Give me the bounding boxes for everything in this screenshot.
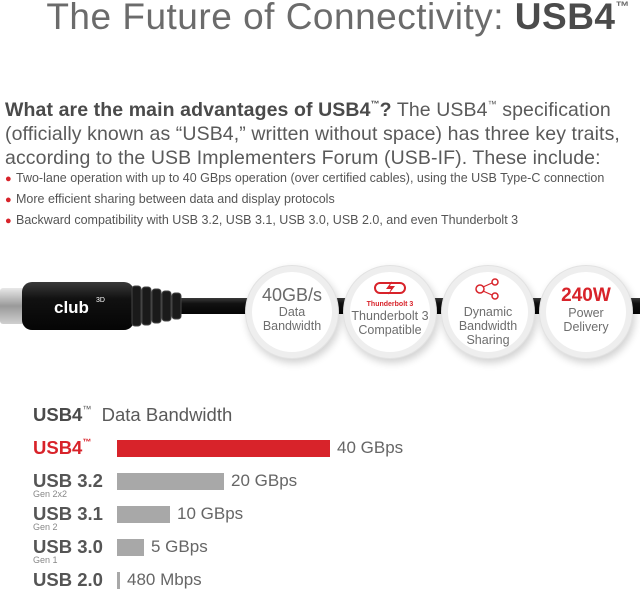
intro-question-text: What are the main advantages of USB4 [5, 99, 371, 121]
badge-data-bandwidth: 40GB/s Data Bandwidth [252, 272, 332, 352]
bullet-item: ● Backward compatibility with USB 3.2, US… [5, 210, 604, 231]
bullet-item: ● Two-lane operation with up to 40 GBps o… [5, 168, 604, 189]
bullet-text: Backward compatibility with USB 3.2, USB… [16, 213, 519, 227]
title-prefix: The Future of Connectivity: [46, 0, 515, 37]
badge-bandwidth-line2: Bandwidth [262, 319, 322, 333]
chart-title-brand: USB4 [33, 404, 83, 425]
intro-question: What are the main advantages of USB4™? [5, 99, 392, 121]
bar-value-label: 5 GBps [151, 537, 208, 556]
club3d-logo: club [54, 298, 89, 317]
badge-power-line1: Power [568, 306, 604, 320]
intro-text-a: The USB4 [391, 99, 488, 121]
bar [117, 539, 144, 556]
bar [117, 572, 120, 589]
bullet-text: More efficient sharing between data and … [16, 192, 335, 206]
bar-value-label: 40 GBps [337, 438, 404, 457]
badge-thunderbolt-line2: Compatible [358, 323, 422, 337]
bar [117, 506, 170, 523]
bullet-dot-icon: ● [5, 194, 12, 206]
bar-category-label: USB 3.2 [33, 470, 103, 491]
bar-category-label: USB 3.0 [33, 536, 103, 557]
badge-bandwidth-value: 40GB/s [261, 285, 323, 305]
badge-power-delivery: 240W Power Delivery [546, 272, 626, 352]
intro-text-b: specification (officially known as “USB4… [5, 99, 620, 169]
bar-category-tm: ™ [82, 437, 92, 447]
badge-bandwidth-line1: Data [278, 305, 306, 319]
bar-category-sublabel: Gen 1 [33, 555, 58, 565]
bar-category-label: USB 2.0 [33, 569, 103, 590]
bar-value-label: 10 GBps [177, 504, 244, 523]
thunderbolt-icon [374, 281, 406, 295]
share-nodes-icon [475, 278, 499, 300]
chart-title: USB4™ Data Bandwidth [33, 404, 232, 426]
badge-thunderbolt: Thunderbolt 3 Thunderbolt 3 Compatible [350, 272, 430, 352]
chart-title-rest: Data Bandwidth [91, 404, 233, 425]
badge-thunderbolt-line1: Thunderbolt 3 [351, 309, 429, 323]
thunderbolt-badge-label: Thunderbolt 3 [366, 301, 414, 308]
title-brand: USB4 [514, 0, 616, 37]
badge-dynamic-sharing: Dynamic Bandwidth Sharing [448, 272, 528, 352]
badge-power-value: 240W [561, 285, 611, 306]
strain-relief [131, 285, 182, 327]
club3d-logo-sup: 3D [96, 297, 105, 304]
intro-question-mark: ? [379, 99, 392, 121]
usb-c-plug-tip [0, 288, 24, 324]
badge-sharing-line1: Dynamic [463, 305, 513, 319]
bullet-dot-icon: ● [5, 215, 12, 227]
bar-category-label: USB 3.1 [33, 503, 103, 524]
bar-category-sublabel: Gen 2 [33, 522, 58, 532]
badge-power-line2: Delivery [563, 320, 609, 334]
bar [117, 473, 224, 490]
title-trademark: ™ [615, 0, 630, 14]
feature-bullets: ● Two-lane operation with up to 40 GBps o… [5, 168, 604, 231]
bar [117, 440, 330, 457]
badge-sharing-line2: Bandwidth [458, 319, 518, 333]
page-title: The Future of Connectivity: USB4™ [0, 0, 630, 38]
bullet-dot-icon: ● [5, 173, 12, 185]
chart-title-tm: ™ [82, 404, 92, 414]
badge-sharing-line3: Sharing [466, 333, 510, 347]
intro-text-tm: ™ [487, 99, 497, 109]
bar-value-label: 480 Mbps [127, 570, 202, 589]
bullet-text: Two-lane operation with up to 40 GBps op… [16, 171, 605, 185]
bar-value-label: 20 GBps [231, 471, 298, 490]
intro-paragraph: What are the main advantages of USB4™? T… [5, 92, 635, 170]
bar-category-label: USB4™ [33, 437, 92, 458]
intro-question-tm: ™ [370, 99, 380, 109]
bar-category-sublabel: Gen 2x2 [33, 489, 68, 499]
connector-housing [22, 282, 134, 330]
bullet-item: ● More efficient sharing between data and… [5, 189, 604, 210]
